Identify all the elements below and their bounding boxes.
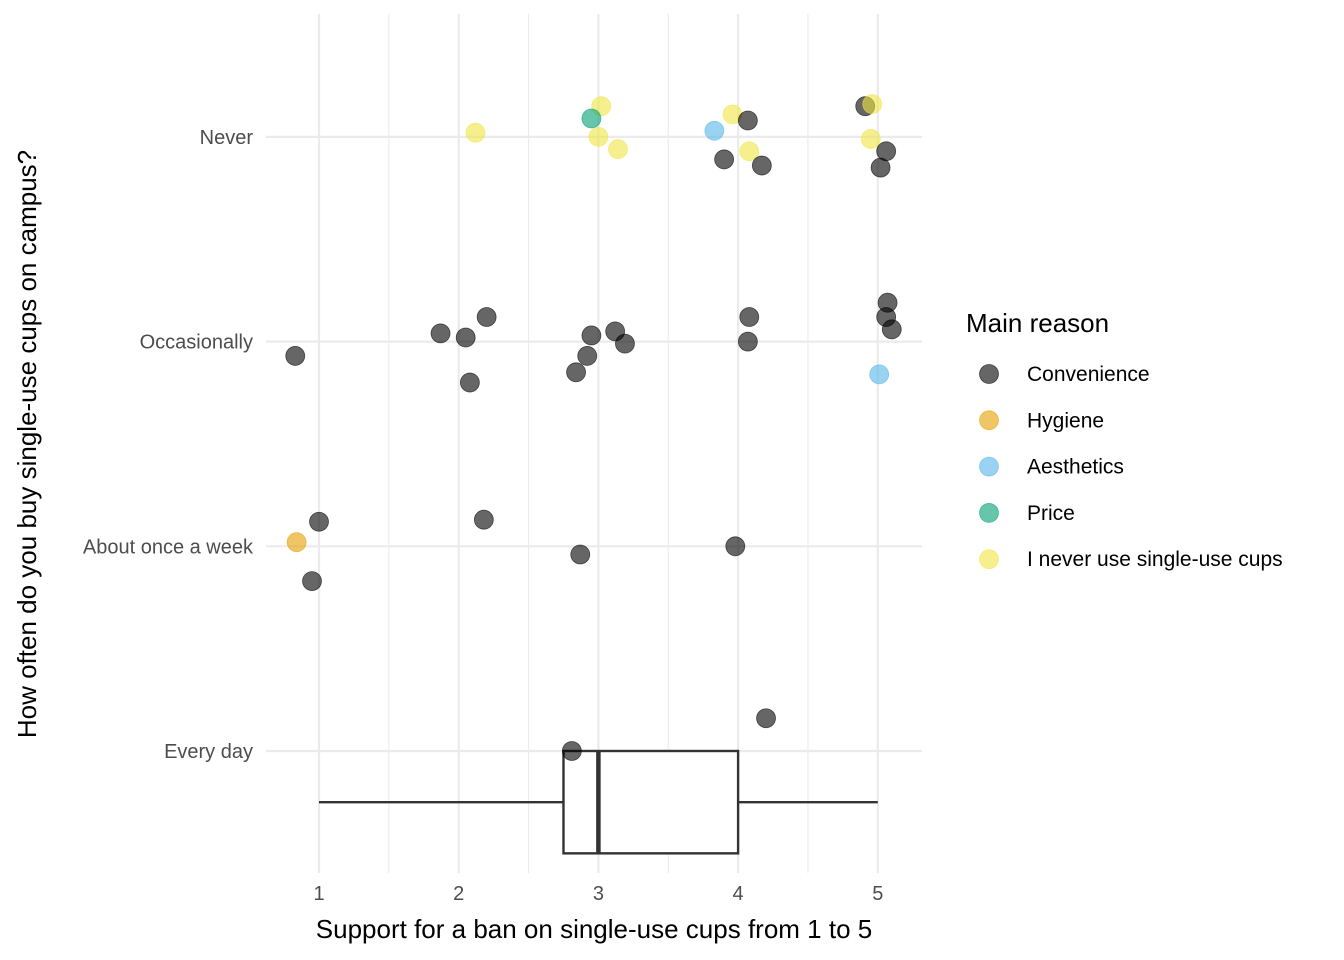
data-point — [704, 120, 725, 141]
data-point — [737, 110, 758, 131]
x-axis-ticks: 1 2 3 4 5 — [313, 883, 883, 905]
data-point — [739, 307, 760, 327]
data-point — [430, 323, 451, 344]
legend-items: Convenience Hygiene Aesthetics Price I never… — [979, 363, 1283, 571]
x-tick-label: 5 — [872, 883, 883, 905]
legend-label: Price — [1027, 502, 1075, 525]
data-point — [285, 346, 306, 366]
data-point — [862, 94, 883, 115]
y-tick-label: Every day — [164, 741, 253, 763]
x-tick-label: 3 — [593, 883, 604, 905]
data-point — [459, 372, 480, 393]
legend-label: Convenience — [1027, 363, 1150, 386]
data-point — [309, 511, 329, 532]
legend-key — [979, 410, 999, 431]
x-axis-title: Support for a ban on single-use cups fro… — [316, 914, 872, 944]
data-point — [473, 509, 494, 530]
data-point — [455, 327, 476, 348]
data-point — [860, 129, 881, 149]
data-point — [881, 319, 902, 340]
y-axis-ticks: Every day About once a week Occasionally Ne… — [83, 127, 254, 763]
data-point — [615, 333, 635, 354]
legend-key — [979, 503, 999, 523]
legend-label: Hygiene — [1027, 409, 1104, 432]
data-point — [725, 536, 746, 557]
data-point — [737, 331, 758, 352]
data-point — [465, 122, 486, 143]
data-point — [869, 364, 890, 385]
x-tick-label: 1 — [313, 883, 324, 905]
data-point — [739, 141, 760, 162]
y-tick-label: Never — [200, 127, 254, 149]
data-point — [751, 155, 772, 176]
data-point — [286, 532, 307, 553]
data-point — [561, 741, 582, 761]
data-point — [581, 325, 602, 346]
data-point — [577, 346, 598, 366]
legend-key — [979, 364, 999, 384]
legend-label: I never use single-use cups — [1027, 548, 1283, 571]
data-point — [566, 362, 586, 383]
y-tick-label: Occasionally — [140, 332, 253, 354]
data-point — [756, 708, 776, 729]
data-point — [588, 126, 609, 147]
boxplot — [319, 749, 878, 855]
x-tick-label: 2 — [453, 883, 464, 905]
legend-key — [979, 456, 999, 477]
x-tick-label: 4 — [733, 883, 744, 905]
data-point — [608, 139, 628, 160]
data-point — [870, 157, 891, 178]
y-axis-title: How often do you buy single-use cups on … — [12, 150, 42, 738]
y-tick-label: About once a week — [83, 536, 254, 558]
data-point — [581, 108, 602, 129]
data-point — [714, 149, 735, 170]
legend-title: Main reason — [966, 308, 1109, 338]
data-point — [476, 307, 497, 327]
legend-key — [979, 549, 999, 570]
boxplot-box — [562, 749, 740, 855]
data-points — [285, 94, 902, 761]
data-point — [570, 544, 591, 565]
data-point — [302, 571, 322, 591]
legend-label: Aesthetics — [1027, 456, 1124, 479]
legend: Main reason Convenience Hygiene Aesthetics… — [966, 308, 1283, 571]
